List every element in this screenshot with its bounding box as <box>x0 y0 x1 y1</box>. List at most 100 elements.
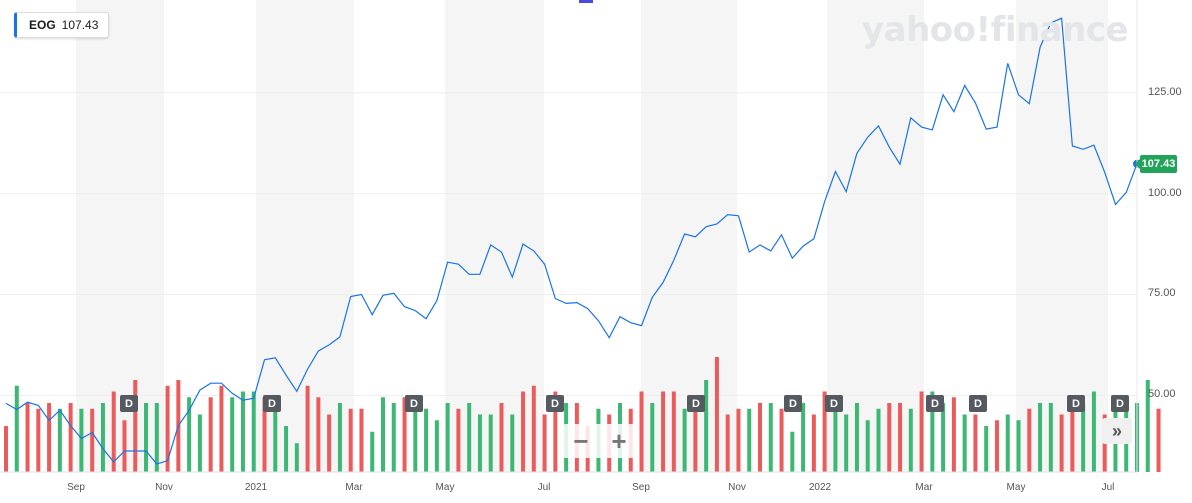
volume-bar <box>822 391 827 472</box>
volume-bar <box>898 403 903 472</box>
volume-bar <box>661 391 666 472</box>
month-band <box>445 0 544 472</box>
volume-bar <box>1016 420 1021 472</box>
volume-bar <box>865 420 870 472</box>
volume-bar <box>251 391 256 472</box>
volume-bar <box>758 403 762 472</box>
x-tick-label: Sep <box>67 482 85 493</box>
volume-bar <box>811 414 816 472</box>
volume-bar <box>240 391 245 472</box>
volume-bar <box>725 414 730 472</box>
x-tick-label: May <box>435 482 455 493</box>
volume-bar <box>25 403 30 472</box>
volume-bar <box>994 420 999 472</box>
volume-bar <box>650 403 655 472</box>
volume-bar <box>1156 408 1161 472</box>
yahoo-finance-logo: yahoo!finance <box>862 10 1129 50</box>
volume-bar <box>262 397 267 472</box>
volume-bars <box>4 357 1161 472</box>
dividend-marker[interactable]: D <box>969 395 987 412</box>
volume-bar <box>381 397 385 472</box>
volume-bar <box>919 391 924 472</box>
x-tick-label: Jul <box>537 482 551 493</box>
volume-bar <box>639 391 644 472</box>
volume-bar <box>477 414 482 472</box>
dividend-marker[interactable]: D <box>1067 395 1085 412</box>
volume-bar <box>305 385 310 472</box>
volume-bar <box>553 391 558 472</box>
volume-bar <box>14 385 19 472</box>
volume-bar <box>57 408 62 472</box>
last-price-tag: 107.43 <box>1135 154 1177 173</box>
volume-bar <box>499 403 504 472</box>
volume-bar <box>714 357 719 472</box>
volume-bar <box>219 385 224 472</box>
zoom-in-button[interactable]: + <box>611 426 627 456</box>
x-tick-label: Mar <box>915 482 933 493</box>
x-tick-label: Jul <box>1101 482 1115 493</box>
volume-bar <box>887 403 892 472</box>
volume-bar <box>4 426 8 472</box>
dividend-marker[interactable]: D <box>120 395 138 412</box>
x-tick-label: May <box>1006 482 1026 493</box>
volume-bar <box>434 420 439 472</box>
volume-bar <box>316 397 321 472</box>
dividend-marker[interactable]: D <box>263 395 281 412</box>
volume-bar <box>413 408 418 472</box>
volume-bar <box>424 408 429 472</box>
volume-bar <box>273 408 278 472</box>
volume-bar <box>1027 408 1032 472</box>
volume-bar <box>1081 403 1086 472</box>
volume-bar <box>790 431 795 472</box>
volume-bar <box>337 403 342 472</box>
month-band <box>641 0 737 472</box>
dividend-marker[interactable]: D <box>926 395 944 412</box>
volume-bar <box>844 414 849 472</box>
volume-bar <box>876 408 881 472</box>
dividend-marker[interactable]: D <box>1111 395 1129 412</box>
volume-bar <box>284 426 289 472</box>
dividend-marker[interactable]: D <box>405 395 423 412</box>
scroll-indicator[interactable] <box>579 0 593 3</box>
volume-bar <box>704 380 709 472</box>
y-tick-label: 125.00 <box>1148 85 1182 98</box>
volume-bar <box>521 391 526 472</box>
volume-bar <box>348 408 353 472</box>
volume-bar <box>951 397 956 472</box>
x-tick-label: Nov <box>155 482 173 493</box>
zoom-controls: − + <box>562 424 638 458</box>
volume-bar <box>747 408 752 472</box>
volume-bar <box>833 397 838 472</box>
volume-bar <box>984 426 989 472</box>
price-line <box>5 17 1138 465</box>
ticker-badge[interactable]: EOG 107.43 <box>14 12 110 38</box>
volume-bar <box>230 397 235 472</box>
ticker-symbol: EOG <box>29 18 56 32</box>
background-bands <box>76 0 1108 472</box>
volume-bar <box>1070 403 1075 472</box>
dividend-marker[interactable]: D <box>825 395 843 412</box>
ticker-price: 107.43 <box>61 18 99 32</box>
month-band <box>827 0 924 472</box>
dividend-marker[interactable]: D <box>784 395 802 412</box>
volume-bar <box>962 414 967 472</box>
scroll-forward-button[interactable]: » <box>1102 418 1132 444</box>
volume-bar <box>930 391 935 472</box>
volume-bar <box>456 408 461 472</box>
volume-bar <box>973 414 978 472</box>
volume-bar <box>908 408 913 472</box>
volume-bar <box>682 408 687 472</box>
zoom-out-button[interactable]: − <box>573 426 589 456</box>
volume-bar <box>133 380 138 472</box>
dividend-marker[interactable]: D <box>546 395 564 412</box>
y-tick-label: 50.00 <box>1148 388 1176 401</box>
dividend-marker[interactable]: D <box>687 395 705 412</box>
volume-bar <box>294 443 299 472</box>
volume-bar <box>445 403 450 472</box>
volume-bar <box>187 397 192 472</box>
x-tick-label: Mar <box>345 482 363 493</box>
volume-bar <box>779 408 784 472</box>
volume-bar <box>693 397 698 472</box>
volume-bar <box>79 408 84 472</box>
